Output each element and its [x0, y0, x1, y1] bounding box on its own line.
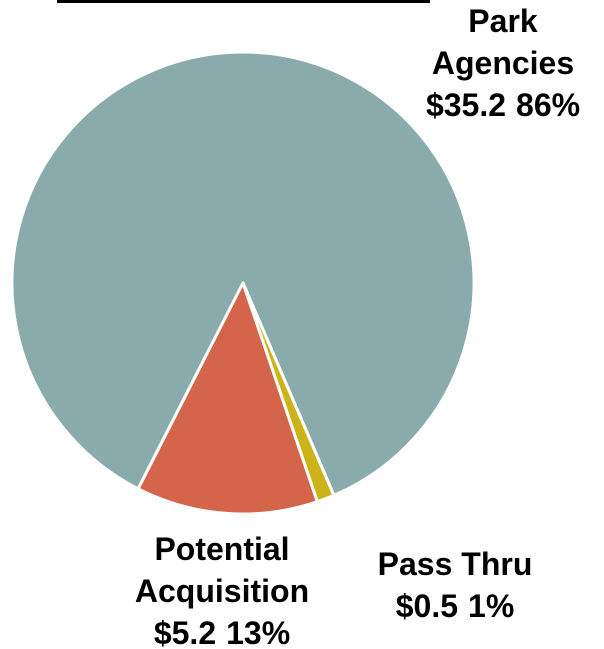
pie-slice [10, 50, 476, 497]
percent-label: 13% [226, 615, 291, 649]
slice-label: Park Agencies $35.2 86% [413, 0, 593, 126]
slice-label: Pass Thru $0.5 1% [335, 543, 575, 627]
slice-label: Potential Acquisition $5.2 13% [107, 528, 337, 649]
value-row: $35.2 86% [413, 84, 593, 126]
percent-label: 1% [468, 588, 515, 624]
pie-slice [136, 281, 319, 516]
category-label: Park Agencies [431, 3, 575, 81]
value-label: $5.2 [153, 615, 217, 649]
top-bar [57, 0, 430, 3]
category-label: Pass Thru [377, 546, 533, 582]
value-label: $0.5 [395, 588, 459, 624]
value-row: $5.2 13% [107, 612, 337, 649]
value-row: $0.5 1% [335, 585, 575, 627]
percent-label: 86% [516, 87, 581, 123]
value-label: $35.2 [425, 87, 507, 123]
category-label: Potential Acquisition [134, 531, 310, 609]
